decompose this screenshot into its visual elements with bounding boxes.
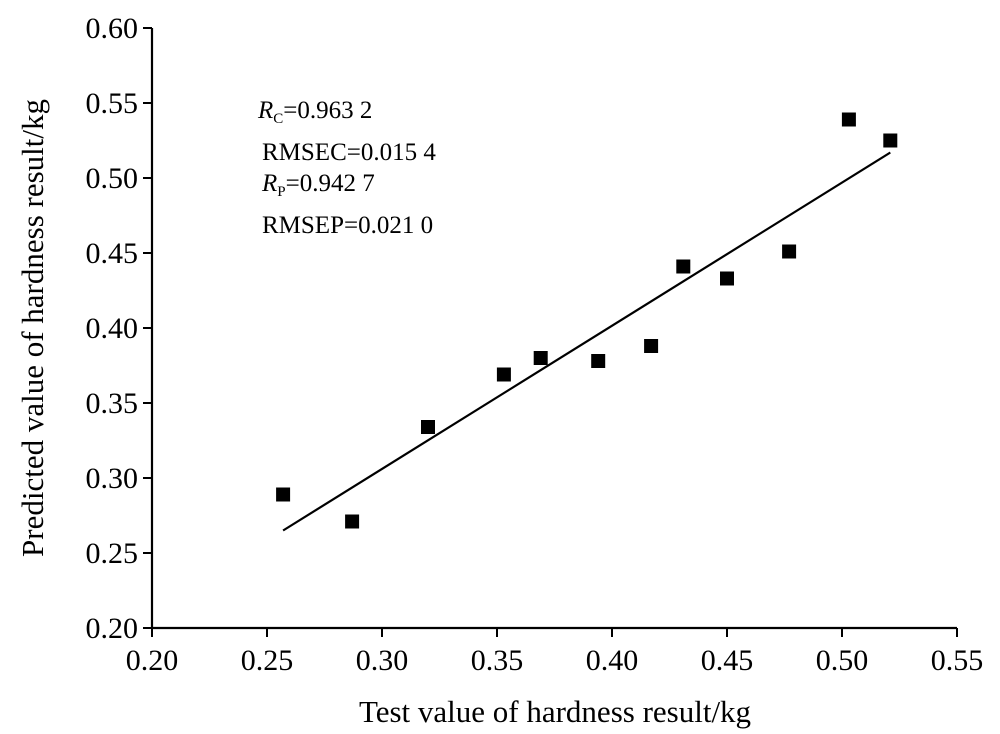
regression-line: [282, 151, 891, 532]
x-tick-label: 0.30: [356, 644, 409, 677]
data-point: [276, 487, 291, 502]
data-point: [720, 271, 734, 286]
y-tick-label: 0.50: [86, 162, 139, 195]
metric-annotation: RMSEP=0.021 0: [262, 212, 433, 239]
y-tick-label: 0.30: [86, 462, 139, 495]
y-tick-label: 0.60: [86, 12, 139, 45]
y-tick-label: 0.20: [86, 612, 139, 645]
x-tick-label: 0.35: [471, 644, 524, 677]
x-tick-label: 0.20: [126, 644, 179, 677]
data-point: [345, 514, 360, 529]
y-axis-label: Predicted value of hardness result/kg: [15, 99, 50, 557]
data-point: [841, 112, 856, 127]
y-tick-label: 0.45: [86, 237, 139, 270]
data-point: [644, 339, 659, 353]
y-tick-label: 0.55: [86, 87, 139, 120]
x-tick-label: 0.55: [931, 644, 984, 677]
x-tick-label: 0.45: [701, 644, 754, 677]
x-tick-label: 0.40: [586, 644, 639, 677]
data-point: [782, 244, 797, 259]
data-point: [676, 259, 691, 274]
x-axis-ticks: 0.20 0.25 0.30 0.35 0.40 0.45 0.50 0.55: [126, 628, 984, 677]
metric-annotation: RP=0.942 7: [261, 170, 375, 200]
y-tick-label: 0.40: [86, 312, 139, 345]
data-point: [533, 351, 548, 365]
metrics-annotations: RC=0.963 2 RMSEC=0.015 4 RP=0.942 7 RMSEP=0…: [257, 97, 436, 239]
fit-line: [282, 151, 891, 532]
x-axis-label: Test value of hardness result/kg: [359, 694, 751, 729]
data-point: [883, 133, 898, 148]
data-points: [276, 112, 898, 529]
data-point: [496, 367, 511, 382]
y-axis-ticks: 0.20 0.25 0.30 0.35 0.40 0.45 0.50 0.55 0.60: [86, 12, 152, 645]
y-tick-label: 0.25: [86, 537, 139, 570]
x-tick-label: 0.25: [241, 644, 294, 677]
metric-annotation: RMSEC=0.015 4: [262, 139, 436, 166]
data-point: [421, 420, 435, 434]
metric-annotation: RC=0.963 2: [257, 97, 372, 127]
y-tick-label: 0.35: [86, 387, 139, 420]
x-tick-label: 0.50: [816, 644, 869, 677]
data-point: [591, 354, 606, 368]
